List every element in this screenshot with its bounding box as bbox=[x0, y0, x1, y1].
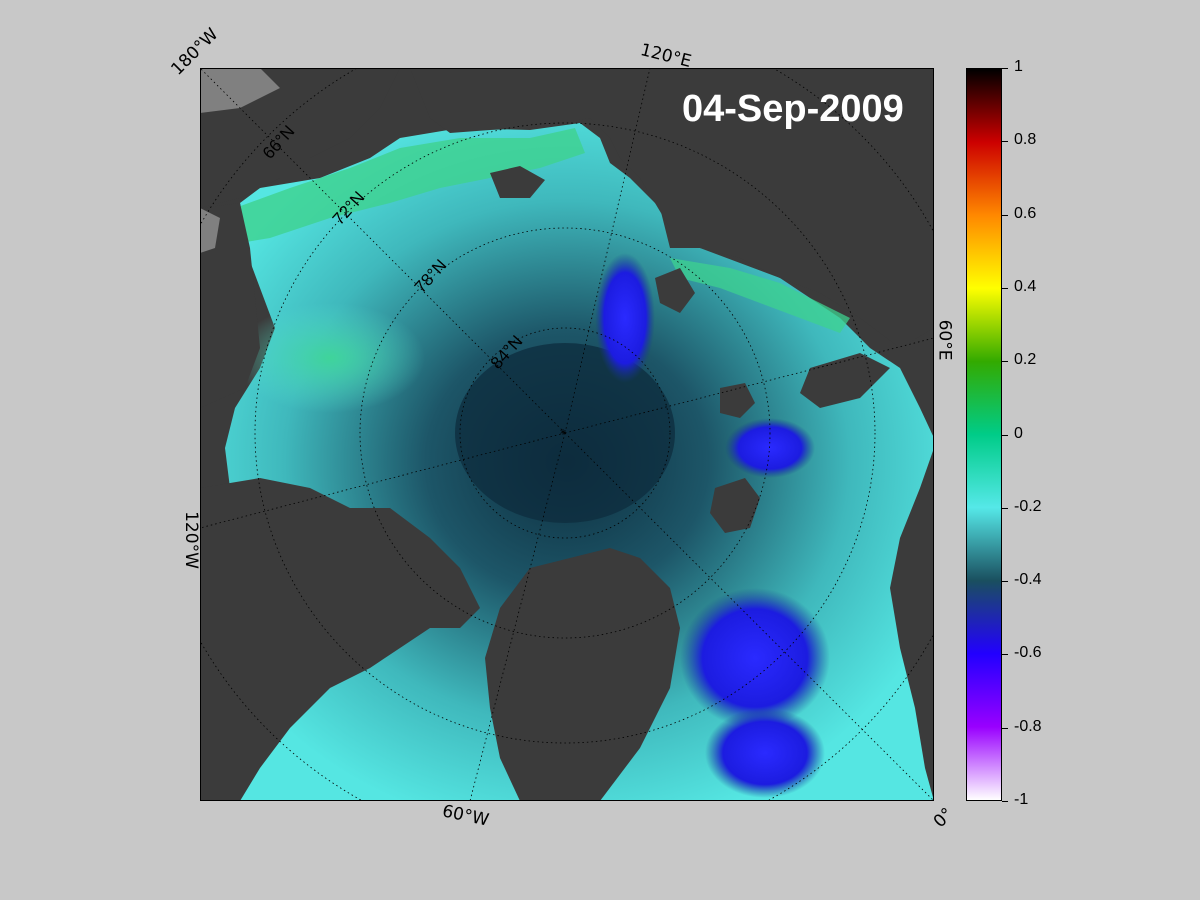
colorbar-tick bbox=[1002, 214, 1008, 216]
colorbar-tick-label: -1 bbox=[1014, 791, 1029, 808]
colorbar-tick bbox=[1002, 361, 1008, 363]
green-zone-beaufort bbox=[235, 303, 425, 413]
graticule bbox=[200, 68, 934, 801]
colorbar-tick bbox=[1002, 581, 1008, 583]
land-scandinavia bbox=[890, 448, 934, 801]
land-svalbard bbox=[710, 478, 760, 533]
colorbar-tick bbox=[1002, 801, 1008, 802]
blue-patch-2 bbox=[725, 418, 815, 478]
land-new-siberian-islands bbox=[490, 166, 545, 198]
colorbar-tick-label: -0.8 bbox=[1014, 717, 1042, 735]
green-coastal-band bbox=[235, 128, 585, 243]
land-greenland bbox=[485, 548, 680, 801]
colorbar-tick-label: 0.2 bbox=[1014, 351, 1037, 369]
sea-ice-map: * 66°N 72°N 78°N 84°N bbox=[200, 68, 934, 801]
land-alaska bbox=[200, 203, 260, 408]
colorbar-tick bbox=[1002, 141, 1008, 143]
colorbar bbox=[966, 68, 1002, 801]
colorbar-tick-label: 0.4 bbox=[1014, 277, 1037, 295]
colorbar-tick-label: 0.6 bbox=[1014, 204, 1037, 222]
colorbar-tick-label: -0.6 bbox=[1014, 644, 1042, 662]
date-title: 04-Sep-2009 bbox=[682, 88, 904, 130]
land-franz-josef bbox=[720, 383, 755, 418]
colorbar-tick bbox=[1002, 68, 1008, 69]
lon-label-120w: 120°W bbox=[180, 511, 201, 569]
colorbar-tick bbox=[1002, 287, 1008, 289]
colorbar-tick-label: -0.2 bbox=[1014, 497, 1042, 515]
colorbar-tick bbox=[1002, 727, 1008, 729]
colorbar-tick bbox=[1002, 654, 1008, 656]
blue-patch-1 bbox=[595, 253, 655, 383]
pole-marker: * bbox=[560, 427, 566, 441]
colorbar-tick bbox=[1002, 434, 1008, 436]
blue-patch-4 bbox=[705, 708, 825, 798]
map-panel: * 66°N 72°N 78°N 84°N bbox=[200, 68, 934, 801]
land-canadian-archipelago bbox=[200, 478, 480, 801]
lon-label-60e: 60°E bbox=[934, 319, 955, 361]
colorbar-tick-label: 1 bbox=[1014, 58, 1023, 75]
colorbar-tick-label: 0.8 bbox=[1014, 131, 1037, 149]
colorbar-tick-label: -0.4 bbox=[1014, 571, 1042, 589]
lon-label-60w: 60°W bbox=[440, 801, 491, 831]
masked-area-top-left bbox=[200, 68, 280, 113]
colorbar-tick-label: 0 bbox=[1014, 424, 1023, 442]
lon-label-0: 0° bbox=[929, 804, 958, 832]
green-coastal-band-east bbox=[670, 258, 850, 333]
blue-patch-3 bbox=[680, 588, 830, 728]
land-siberia-north bbox=[410, 68, 934, 348]
masked-area-left bbox=[200, 208, 220, 253]
colorbar-tick bbox=[1002, 507, 1008, 509]
land-severnaya-zemlya bbox=[655, 268, 695, 313]
